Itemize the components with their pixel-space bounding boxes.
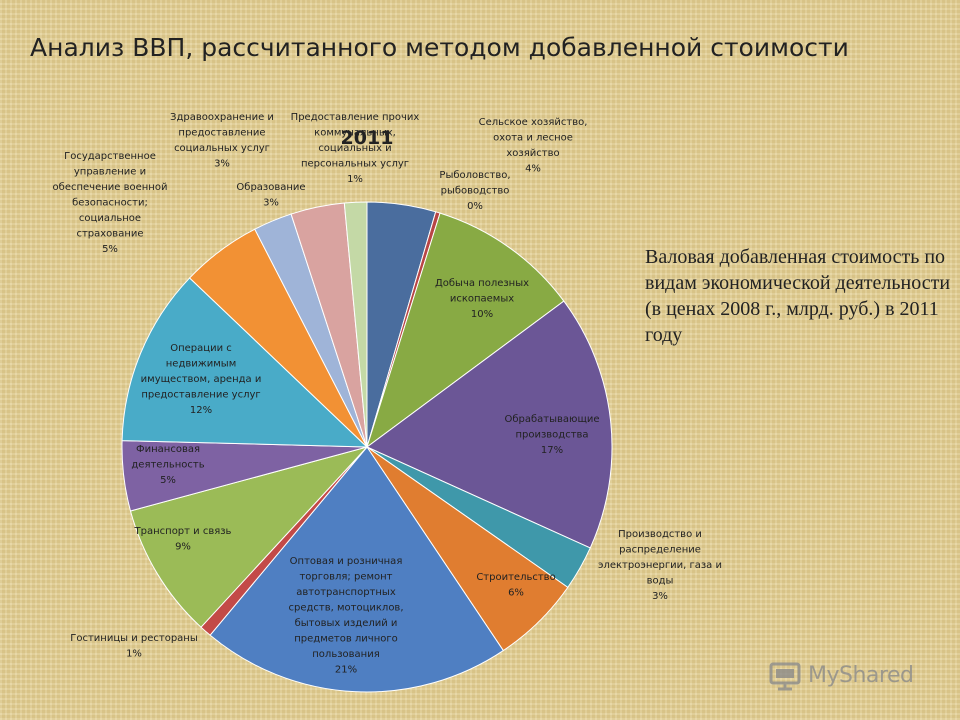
slide-title: Анализ ВВП, рассчитанного методом добавл… [30, 33, 849, 62]
presentation-icon [769, 662, 801, 691]
pie-slice-10 [121, 277, 369, 448]
pie-slice-8 [129, 446, 369, 628]
slice-label-6: Оптовая и розничная торговля; ремонт автот… [288, 556, 403, 676]
chart-title: 2011 [341, 127, 394, 149]
slice-label-5: Строительство 6% [476, 572, 555, 599]
pie-slice-6 [209, 446, 505, 693]
slice-label-7: Гостиницы и рестораны 1% [70, 633, 198, 660]
slice-label-12: Образование 3% [236, 182, 305, 209]
watermark-text: MyShared [808, 662, 914, 688]
slice-label-0: Сельское хозяйство, охота и лесное хозяйст… [479, 117, 588, 175]
slice-label-2: Добыча полезных ископаемых 10% [435, 278, 529, 320]
side-note: Валовая добавленная стоимость по видам э… [645, 246, 951, 346]
slice-label-13: Здравоохранение и предоставление социальны… [170, 112, 274, 170]
slice-label-11: Государственное управление и обеспечение в… [53, 151, 168, 255]
slice-label-9: Финансовая деятельность 5% [131, 444, 204, 486]
pie-slice-2 [366, 212, 565, 449]
watermark: MyShared [768, 657, 914, 693]
slice-label-4: Производство и распределение электроэнерги… [598, 529, 722, 602]
slice-label-14: Предоставление прочих коммунальных, социал… [291, 112, 420, 185]
pie-slice-3 [366, 300, 613, 549]
pie-slice-14 [343, 201, 368, 448]
slice-label-8: Транспорт и связь 9% [134, 526, 232, 553]
slice-label-1: Рыболовство, рыбоводство 0% [439, 170, 510, 212]
pie-slices [121, 201, 613, 693]
slice-label-3: Обрабатывающие производства 17% [504, 414, 599, 456]
pie-labels: Сельское хозяйство, охота и лесное хозяйст… [53, 112, 722, 676]
slice-label-10: Операции с недвижимым имуществом, аренда и… [141, 343, 262, 416]
